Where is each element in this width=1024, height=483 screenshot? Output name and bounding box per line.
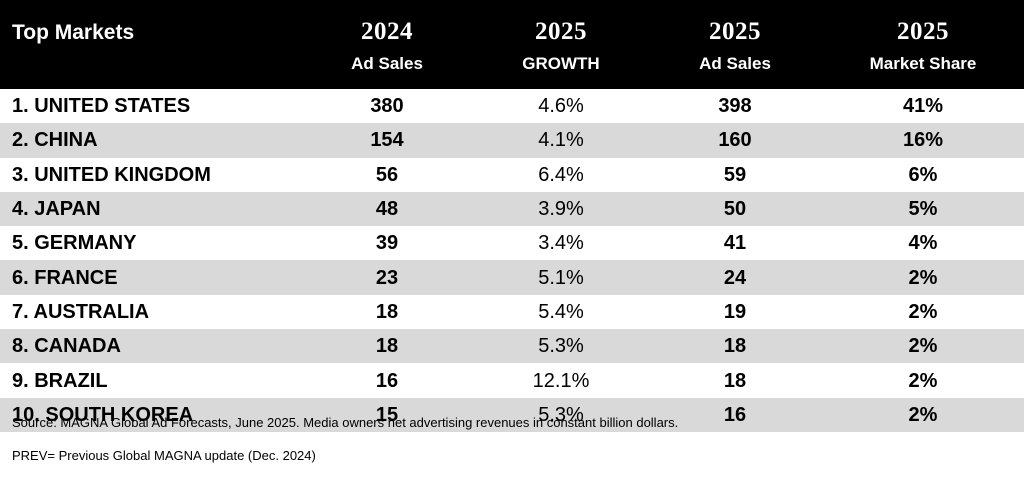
table-row: 10. SOUTH KOREA 15 5.3% 16 2% (0, 397, 1024, 432)
table-row: 1. UNITED STATES 380 4.6% 398 41% (0, 89, 1024, 124)
header-row: Top Markets 2024 Ad Sales 2025 GROWTH 20… (0, 0, 1024, 89)
header-year: 2025 (535, 18, 587, 45)
cell-sales-2025: 50 (723, 198, 747, 221)
cell-sales-2024: 380 (370, 95, 404, 118)
cell-growth-2025: 5.3% (538, 403, 584, 426)
header-col-2025-sales: 2025 Ad Sales (648, 0, 822, 89)
header-year: 2025 (709, 18, 761, 45)
header-label: Market Share (869, 54, 977, 73)
footnotes: Source: MAGNA Global Ad Forecasts, June … (12, 414, 1012, 464)
cell-market: 6. FRANCE (12, 266, 118, 289)
cell-growth-2025: 5.4% (538, 300, 584, 323)
cell-growth-2025: 3.4% (538, 232, 584, 255)
header-col-2025-share: 2025 Market Share (822, 0, 1024, 89)
cell-sales-2024: 15 (375, 403, 399, 426)
cell-market: 5. GERMANY (12, 232, 137, 255)
cell-share-2025: 41% (902, 95, 944, 118)
table-row: 5. GERMANY 39 3.4% 41 4% (0, 226, 1024, 261)
header-label: Ad Sales (699, 54, 771, 73)
table-row: 3. UNITED KINGDOM 56 6.4% 59 6% (0, 157, 1024, 192)
cell-share-2025: 2% (908, 266, 938, 289)
header-market: Top Markets (12, 21, 135, 44)
cell-sales-2025: 59 (723, 163, 747, 186)
cell-market: 3. UNITED KINGDOM (12, 163, 211, 186)
cell-sales-2025: 24 (723, 266, 747, 289)
cell-growth-2025: 5.1% (538, 266, 584, 289)
cell-share-2025: 6% (908, 163, 938, 186)
cell-share-2025: 2% (908, 403, 938, 426)
table-row: 9. BRAZIL 16 12.1% 18 2% (0, 363, 1024, 398)
cell-growth-2025: 12.1% (532, 369, 590, 392)
cell-market: 9. BRAZIL (12, 369, 108, 392)
cell-growth-2025: 3.9% (538, 198, 584, 221)
table-row: 8. CANADA 18 5.3% 18 2% (0, 329, 1024, 364)
cell-sales-2025: 18 (723, 369, 747, 392)
cell-share-2025: 16% (902, 129, 944, 152)
prev-note: PREV= Previous Global MAGNA update (Dec.… (12, 448, 316, 463)
header-year: 2024 (361, 18, 413, 45)
cell-share-2025: 4% (908, 232, 938, 255)
cell-share-2025: 2% (908, 369, 938, 392)
cell-sales-2025: 41 (723, 232, 747, 255)
cell-share-2025: 2% (908, 300, 938, 323)
top-markets-table: Top Markets 2024 Ad Sales 2025 GROWTH 20… (0, 0, 1024, 432)
cell-share-2025: 2% (908, 335, 938, 358)
cell-sales-2024: 18 (375, 335, 399, 358)
table-row: 7. AUSTRALIA 18 5.4% 19 2% (0, 294, 1024, 330)
cell-sales-2024: 48 (375, 198, 399, 221)
cell-sales-2025: 19 (723, 300, 747, 323)
source-note: Source: MAGNA Global Ad Forecasts, June … (12, 415, 679, 430)
cell-sales-2025: 398 (718, 95, 752, 118)
cell-market: 4. JAPAN (12, 198, 101, 221)
cell-sales-2024: 16 (375, 369, 399, 392)
cell-sales-2024: 18 (375, 300, 399, 323)
cell-sales-2024: 56 (375, 163, 399, 186)
cell-sales-2025: 18 (723, 335, 747, 358)
cell-share-2025: 5% (908, 198, 938, 221)
cell-market: 2. CHINA (12, 129, 98, 152)
cell-market: 1. UNITED STATES (12, 95, 191, 118)
table-row: 4. JAPAN 48 3.9% 50 5% (0, 191, 1024, 227)
header-col-2024-sales: 2024 Ad Sales (300, 0, 474, 89)
cell-growth-2025: 6.4% (538, 163, 584, 186)
cell-sales-2024: 154 (370, 129, 404, 152)
header-label: GROWTH (522, 54, 600, 73)
cell-sales-2024: 39 (375, 232, 399, 255)
cell-market: 7. AUSTRALIA (12, 300, 150, 323)
header-col-2025-growth: 2025 GROWTH (474, 0, 648, 89)
table-body: 1. UNITED STATES 380 4.6% 398 41% 2. CHINA 154… (0, 89, 1024, 432)
cell-growth-2025: 4.6% (538, 95, 584, 118)
cell-market: 8. CANADA (12, 335, 121, 358)
cell-sales-2025: 16 (723, 403, 747, 426)
cell-market: 10. SOUTH KOREA (12, 403, 194, 426)
table-row: 2. CHINA 154 4.1% 160 16% (0, 123, 1024, 158)
header-year: 2025 (897, 18, 949, 45)
table-row: 6. FRANCE 23 5.1% 24 2% (0, 260, 1024, 295)
cell-sales-2024: 23 (375, 266, 399, 289)
cell-sales-2025: 160 (718, 129, 752, 152)
cell-growth-2025: 4.1% (538, 129, 584, 152)
header-label: Ad Sales (351, 54, 423, 73)
cell-growth-2025: 5.3% (538, 335, 584, 358)
